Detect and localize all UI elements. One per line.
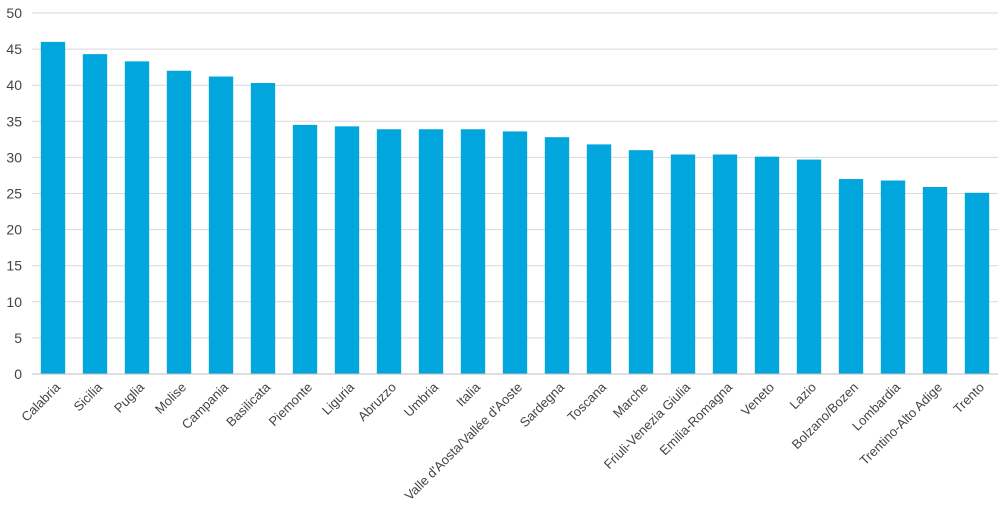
bar [334, 126, 360, 374]
bar [712, 154, 738, 374]
y-tick-label: 45 [6, 41, 22, 57]
y-tick-label: 0 [14, 366, 22, 382]
y-tick-label: 50 [6, 5, 22, 21]
bar [208, 76, 234, 374]
x-tick-label: Piemonte [266, 380, 315, 429]
y-axis-tick-labels: 0 5 10 15 20 25 30 35 40 45 50 [6, 5, 22, 382]
bar [838, 179, 864, 374]
bar [40, 41, 66, 374]
bar [544, 137, 570, 374]
x-tick-label: Liguria [319, 379, 358, 418]
x-tick-label: Molise [152, 380, 189, 417]
bar [586, 144, 612, 374]
bar [754, 156, 780, 374]
bar [796, 159, 822, 374]
bar [922, 187, 948, 374]
bar [124, 61, 150, 375]
y-tick-label: 25 [6, 186, 22, 202]
y-tick-label: 40 [6, 77, 22, 93]
y-tick-label: 10 [6, 294, 22, 310]
x-tick-label: Toscana [564, 379, 609, 424]
bar [460, 129, 486, 374]
bar [502, 131, 528, 374]
bar [376, 129, 402, 374]
bar [670, 154, 696, 374]
x-tick-label: Trento [950, 380, 987, 417]
bars [40, 41, 990, 375]
y-tick-label: 15 [6, 258, 22, 274]
y-tick-label: 5 [14, 330, 22, 346]
x-tick-label: Emilia-Romagna [657, 379, 736, 458]
x-tick-label: Veneto [738, 380, 777, 419]
y-tick-label: 20 [6, 222, 22, 238]
bar [166, 70, 192, 374]
x-tick-label: Sicilia [70, 379, 105, 414]
x-tick-label: Calabria [18, 379, 63, 424]
bar [964, 192, 990, 374]
x-tick-label: Italia [453, 379, 484, 410]
bar [292, 124, 318, 374]
x-tick-label: Trentino-Alto Adige [857, 380, 945, 468]
x-tick-label: Marche [610, 380, 651, 421]
bar [418, 129, 444, 374]
x-axis-category-labels: Calabria Sicilia Puglia MoliseCampaniaBasil… [18, 379, 987, 503]
bar [82, 54, 108, 375]
x-tick-label: Campania [179, 379, 232, 432]
bar [628, 150, 654, 374]
bar [880, 180, 906, 374]
y-tick-label: 30 [6, 149, 22, 165]
x-tick-label: Umbria [401, 379, 442, 420]
x-tick-label: Abruzzo [355, 380, 399, 424]
x-tick-label: Puglia [111, 379, 148, 416]
y-tick-label: 35 [6, 113, 22, 129]
x-tick-label: Basilicata [223, 379, 273, 429]
x-tick-label: Sardegna [517, 379, 568, 430]
bar [250, 83, 276, 374]
x-tick-label: Lazio [787, 380, 820, 413]
